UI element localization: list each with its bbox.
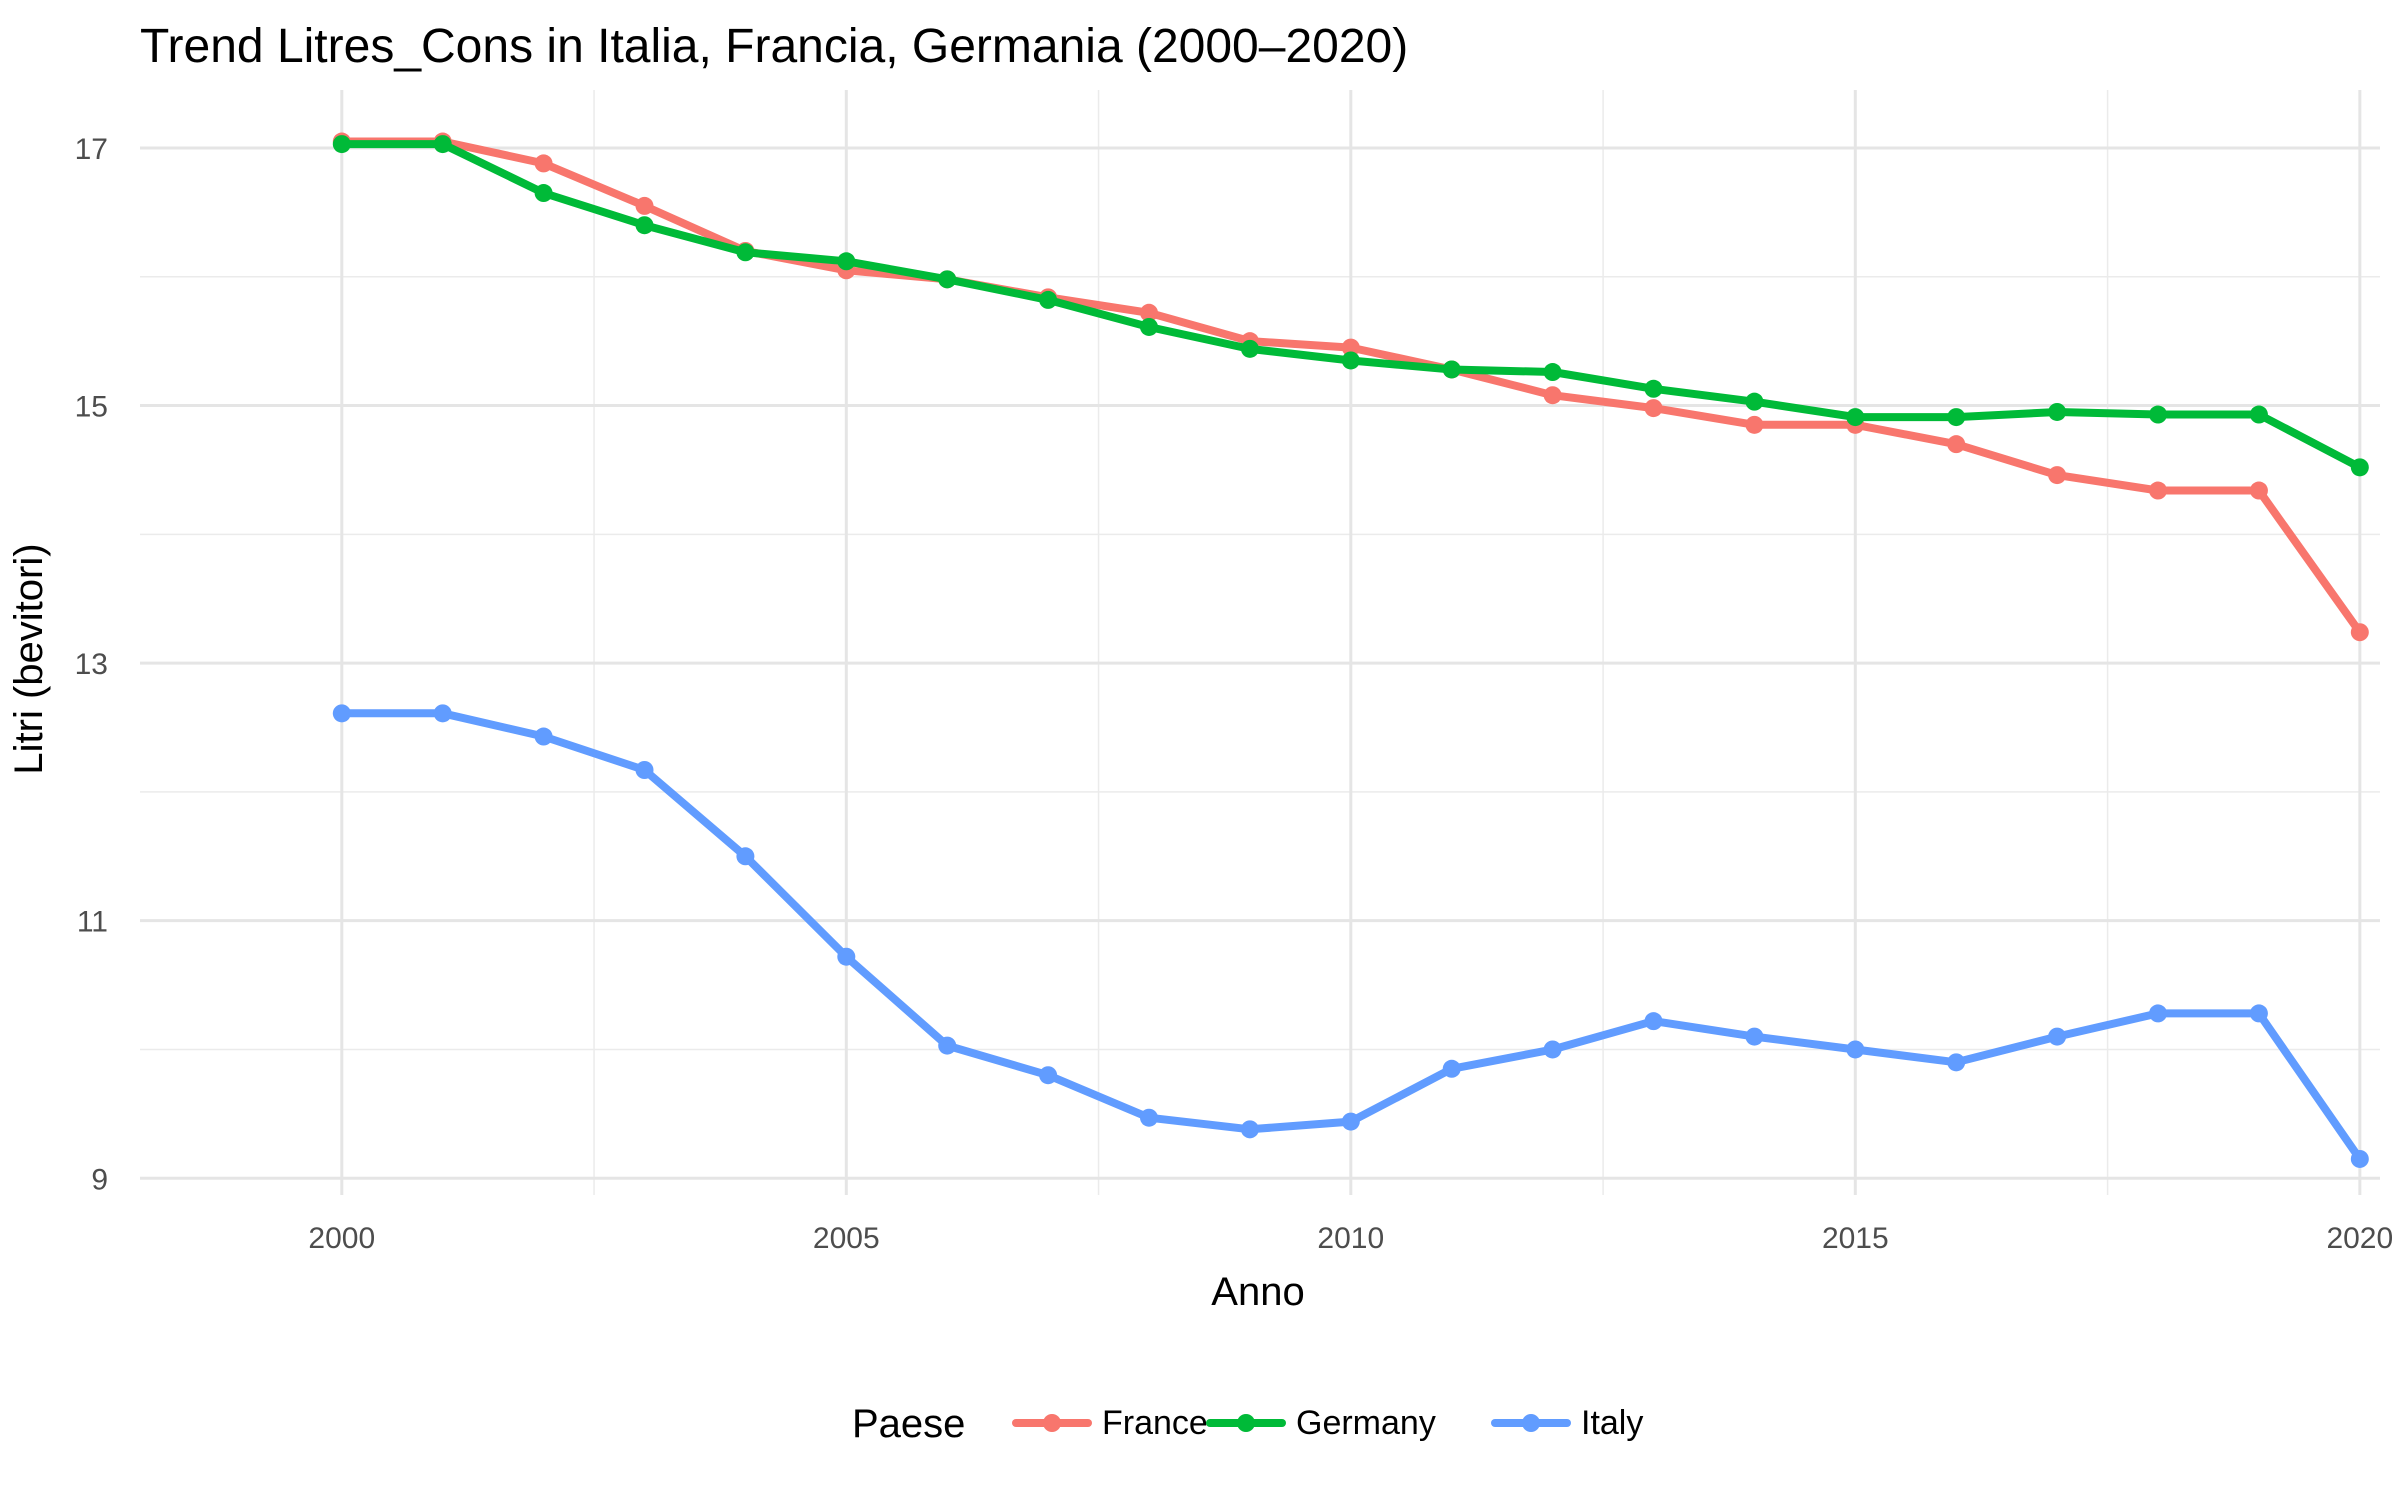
data-point-germany: [837, 252, 856, 271]
y-axis-title: Litri (bevitori): [7, 543, 51, 774]
data-point-italy: [837, 947, 856, 966]
legend: Paese France Germany Italy: [852, 1402, 1643, 1446]
legend-key-point-germany: [1237, 1414, 1255, 1432]
data-point-italy: [433, 704, 452, 723]
data-point-italy: [938, 1036, 957, 1055]
data-point-italy: [2350, 1149, 2369, 1168]
data-point-germany: [2048, 402, 2067, 421]
series-germany: [332, 135, 2369, 477]
legend-label-italy: Italy: [1581, 1404, 1643, 1442]
data-point-italy: [1846, 1040, 1865, 1059]
series-lines: [332, 132, 2369, 1168]
data-point-italy: [1039, 1066, 1058, 1085]
data-point-italy: [1140, 1108, 1159, 1127]
data-point-italy: [736, 847, 755, 866]
x-tick-label: 2015: [1822, 1222, 1889, 1255]
y-tick-label: 15: [75, 391, 108, 424]
y-tick-label: 13: [75, 648, 108, 681]
x-tick-label: 2020: [2326, 1222, 2393, 1255]
data-point-germany: [1140, 317, 1159, 336]
data-point-italy: [635, 761, 654, 779]
legend-key-point-italy: [1522, 1414, 1540, 1432]
data-point-france: [1745, 415, 1764, 434]
data-point-italy: [1745, 1027, 1764, 1046]
data-point-france: [2350, 623, 2369, 642]
data-point-germany: [2149, 405, 2168, 424]
data-point-germany: [1644, 379, 1663, 398]
data-point-germany: [635, 216, 654, 235]
data-point-germany: [1543, 363, 1562, 382]
data-point-italy: [1240, 1120, 1259, 1139]
data-point-italy: [1947, 1053, 1966, 1072]
data-point-france: [2149, 481, 2168, 500]
data-point-germany: [1745, 392, 1764, 411]
y-tick-label: 9: [91, 1163, 108, 1196]
data-point-france: [1543, 386, 1562, 405]
data-point-italy: [2048, 1027, 2067, 1046]
data-point-italy: [332, 704, 351, 723]
data-point-germany: [1341, 351, 1360, 370]
y-tick-label: 11: [77, 906, 108, 939]
data-point-italy: [1543, 1040, 1562, 1059]
data-point-germany: [332, 135, 351, 154]
data-point-france: [2249, 481, 2268, 500]
axis-ticks: 9 11 13 15 17 2000 2005 2010 2015 2020: [75, 133, 2394, 1255]
data-point-france: [1341, 338, 1360, 357]
data-point-germany: [1240, 339, 1259, 358]
data-point-germany: [534, 184, 553, 203]
data-point-france: [2048, 466, 2067, 485]
data-point-germany: [2350, 458, 2369, 477]
data-point-germany: [1039, 290, 1058, 309]
data-point-france: [1644, 399, 1663, 418]
y-tick-label: 17: [75, 133, 108, 166]
data-point-france: [635, 196, 654, 215]
data-point-germany: [1947, 408, 1966, 427]
x-tick-label: 2000: [308, 1222, 375, 1255]
x-axis-title: Anno: [1211, 1270, 1304, 1314]
x-tick-label: 2010: [1317, 1222, 1384, 1255]
data-point-italy: [1644, 1012, 1663, 1031]
data-point-germany: [938, 270, 957, 289]
data-point-france: [1947, 435, 1966, 454]
data-point-germany: [1846, 408, 1865, 427]
data-point-italy: [534, 727, 553, 746]
data-point-france: [1140, 303, 1159, 322]
data-point-germany: [736, 243, 755, 262]
data-point-germany: [1442, 360, 1461, 379]
data-point-france: [534, 154, 553, 173]
grid: [140, 90, 2380, 1195]
series-italy: [332, 704, 2369, 1168]
data-point-italy: [1442, 1059, 1461, 1078]
data-point-italy: [2249, 1004, 2268, 1023]
legend-label-germany: Germany: [1296, 1404, 1436, 1442]
x-tick-label: 2005: [813, 1222, 880, 1255]
legend-title: Paese: [852, 1402, 965, 1446]
legend-label-france: France: [1102, 1404, 1208, 1442]
chart-title: Trend Litres_Cons in Italia, Francia, Ge…: [140, 20, 1408, 73]
data-point-italy: [2149, 1004, 2168, 1023]
data-point-germany: [2249, 405, 2268, 424]
data-point-germany: [433, 135, 452, 154]
data-point-italy: [1341, 1112, 1360, 1131]
legend-key-point-france: [1043, 1414, 1061, 1432]
